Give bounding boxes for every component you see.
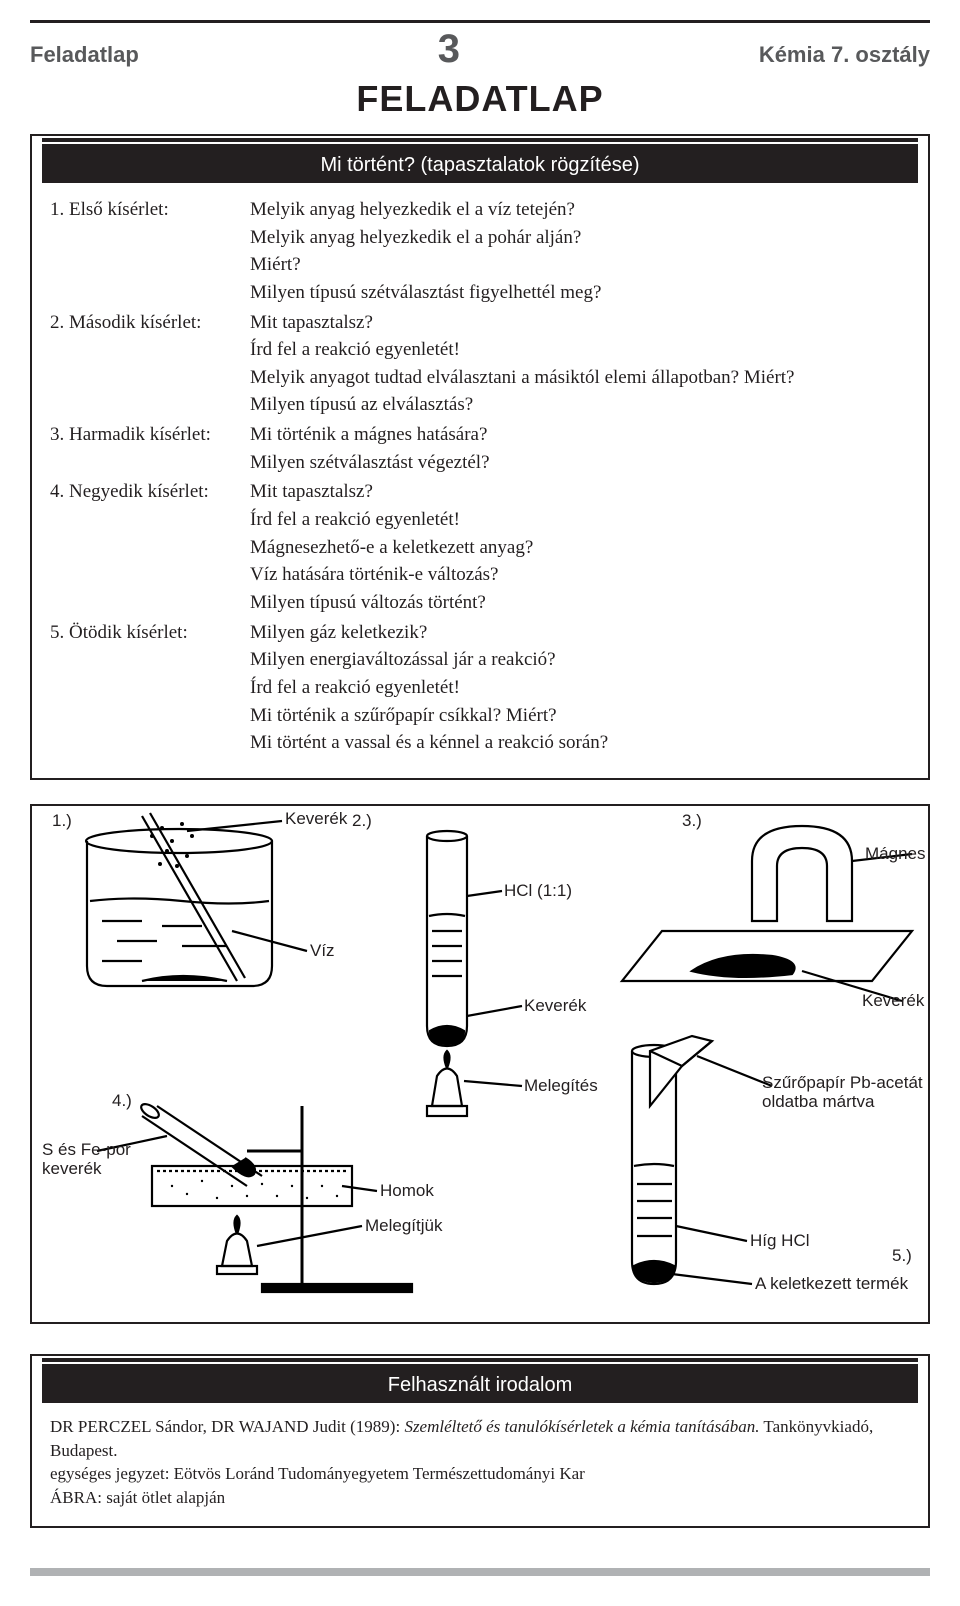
label-highcl: Híg HCl [750, 1231, 810, 1251]
task-item-line: Melyik anyagot tudtad elválasztani a más… [250, 365, 795, 391]
task-item-label: 1. Első kísérlet: [50, 197, 250, 308]
task-item-line: Melyik anyag helyezkedik el a víz tetejé… [250, 197, 601, 223]
diagram-num-5: 5.) [892, 1246, 912, 1266]
task-item-body: Melyik anyag helyezkedik el a víz tetejé… [250, 197, 601, 308]
task-item-line: Mi történt a vassal és a kénnel a reakci… [250, 730, 608, 756]
task-item-line: Írd fel a reakció egyenletét! [250, 675, 608, 701]
task-box-header: Mi történt? (tapasztalatok rögzítése) [42, 144, 918, 183]
diagram-box: 1.) 2.) 3.) 4.) 5.) Keverék Víz HCl (1:1… [30, 804, 930, 1324]
header-right: Kémia 7. osztály [759, 42, 930, 68]
task-item-line: Miért? [250, 252, 601, 278]
task-item: 1. Első kísérlet:Melyik anyag helyezkedi… [50, 197, 910, 308]
label-homok: Homok [380, 1181, 434, 1201]
task-item: 5. Ötödik kísérlet:Milyen gáz keletkezik… [50, 620, 910, 758]
task-item-line: Milyen típusú az elválasztás? [250, 392, 795, 418]
label-keverek-2: Keverék [524, 996, 586, 1016]
task-item: 3. Harmadik kísérlet:Mi történik a mágne… [50, 422, 910, 477]
diagram-num-1: 1.) [52, 811, 72, 831]
header-left: Feladatlap [30, 42, 139, 68]
diagram-num-3: 3.) [682, 811, 702, 831]
diagram-num-4: 4.) [112, 1091, 132, 1111]
task-item-body: Mit tapasztalsz?Írd fel a reakció egyenl… [250, 479, 533, 617]
task-item-line: Milyen gáz keletkezik? [250, 620, 608, 646]
label-viz: Víz [310, 941, 335, 961]
task-item-line: Melyik anyag helyezkedik el a pohár aljá… [250, 225, 601, 251]
label-melegites: Melegítés [524, 1076, 598, 1096]
references-box: Felhasznált irodalom DR PERCZEL Sándor, … [30, 1354, 930, 1528]
task-item-body: Mit tapasztalsz?Írd fel a reakció egyenl… [250, 310, 795, 421]
task-item-line: Milyen típusú változás történt? [250, 590, 533, 616]
footer-rule [30, 1568, 930, 1576]
reference-line: ÁBRA: saját ötlet alapján [50, 1486, 910, 1510]
task-item-line: Mit tapasztalsz? [250, 310, 795, 336]
label-keverek-3: Keverék [862, 991, 924, 1011]
task-item-body: Milyen gáz keletkezik?Milyen energiavált… [250, 620, 608, 758]
task-item-line: Víz hatására történik-e változás? [250, 562, 533, 588]
task-item-label: 4. Negyedik kísérlet: [50, 479, 250, 617]
reference-line: DR PERCZEL Sándor, DR WAJAND Judit (1989… [50, 1415, 910, 1463]
page-header: Feladatlap 3 Kémia 7. osztály [30, 27, 930, 72]
label-hcl: HCl (1:1) [504, 881, 572, 901]
label-termek: A keletkezett termék [755, 1274, 908, 1294]
task-item: 4. Negyedik kísérlet:Mit tapasztalsz?Írd… [50, 479, 910, 617]
reference-line: egységes jegyzet: Eötvös Loránd Tudomány… [50, 1462, 910, 1486]
label-szuropapir: Szűrőpapír Pb-acetát oldatba mártva [762, 1074, 923, 1111]
task-box: Mi történt? (tapasztalatok rögzítése) 1.… [30, 134, 930, 780]
task-item-line: Mit tapasztalsz? [250, 479, 533, 505]
task-item-line: Írd fel a reakció egyenletét! [250, 337, 795, 363]
page-number: 3 [438, 27, 460, 72]
task-item-body: Mi történik a mágnes hatására?Milyen szé… [250, 422, 490, 477]
task-item-line: Mi történik a szűrőpapír csíkkal? Miért? [250, 703, 608, 729]
task-item-line: Milyen szétválasztást végeztél? [250, 450, 490, 476]
task-item-label: 3. Harmadik kísérlet: [50, 422, 250, 477]
task-list: 1. Első kísérlet:Melyik anyag helyezkedi… [32, 193, 928, 764]
label-keverek-1: Keverék [285, 809, 347, 829]
task-item-line: Írd fel a reakció egyenletét! [250, 507, 533, 533]
label-magnes: Mágnes [865, 844, 925, 864]
references-body: DR PERCZEL Sándor, DR WAJAND Judit (1989… [32, 1413, 928, 1512]
task-item-label: 2. Második kísérlet: [50, 310, 250, 421]
task-item-label: 5. Ötödik kísérlet: [50, 620, 250, 758]
main-title: FELADATLAP [30, 78, 930, 120]
label-melegitjuk: Melegítjük [365, 1216, 442, 1236]
label-sfe: S és Fe-por keverék [42, 1141, 131, 1178]
diagram-num-2: 2.) [352, 811, 372, 831]
task-item-line: Milyen típusú szétválasztást figyelhetté… [250, 280, 601, 306]
task-item-line: Mágnesezhető-e a keletkezett anyag? [250, 535, 533, 561]
task-item: 2. Második kísérlet:Mit tapasztalsz?Írd … [50, 310, 910, 421]
task-item-line: Milyen energiaváltozással jár a reakció? [250, 647, 608, 673]
references-header: Felhasznált irodalom [42, 1364, 918, 1403]
task-item-line: Mi történik a mágnes hatására? [250, 422, 490, 448]
